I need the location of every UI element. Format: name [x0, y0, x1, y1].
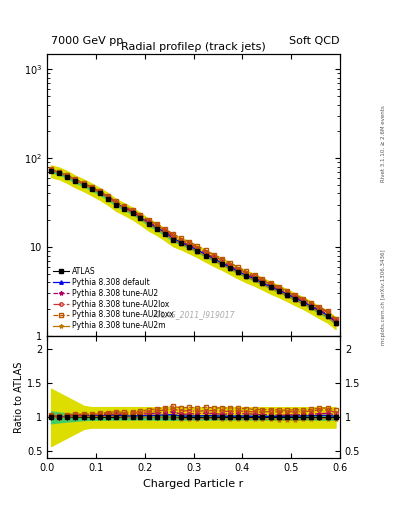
Text: Rivet 3.1.10, ≥ 2.6M events: Rivet 3.1.10, ≥ 2.6M events — [381, 105, 386, 182]
X-axis label: Charged Particle r: Charged Particle r — [143, 479, 244, 488]
Legend: ATLAS, Pythia 8.308 default, Pythia 8.308 tune-AU2, Pythia 8.308 tune-AU2lox, Py: ATLAS, Pythia 8.308 default, Pythia 8.30… — [51, 265, 176, 332]
Title: Radial profileρ (track jets): Radial profileρ (track jets) — [121, 41, 266, 52]
Text: mcplots.cern.ch [arXiv:1306.3436]: mcplots.cern.ch [arXiv:1306.3436] — [381, 249, 386, 345]
Text: Soft QCD: Soft QCD — [290, 36, 340, 46]
Y-axis label: Ratio to ATLAS: Ratio to ATLAS — [14, 361, 24, 433]
Text: 7000 GeV pp: 7000 GeV pp — [51, 36, 123, 46]
Text: ATLAS_2011_I919017: ATLAS_2011_I919017 — [152, 310, 235, 319]
